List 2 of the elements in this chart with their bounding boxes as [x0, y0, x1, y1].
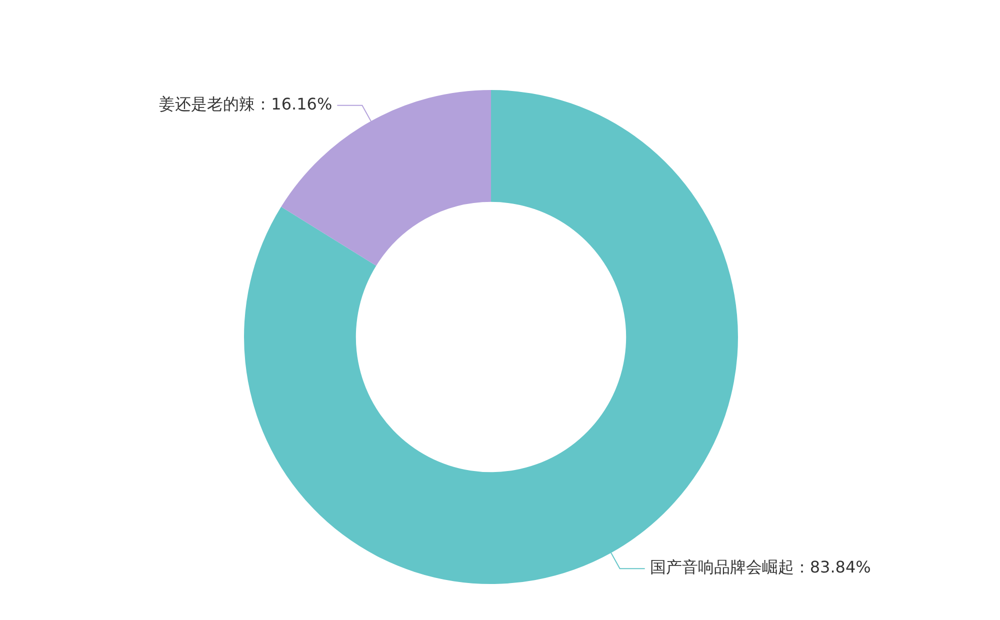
slice-label: 姜还是老的辣：16.16% [159, 94, 332, 114]
slice-label: 国产音响品牌会崛起：83.84% [650, 558, 871, 577]
